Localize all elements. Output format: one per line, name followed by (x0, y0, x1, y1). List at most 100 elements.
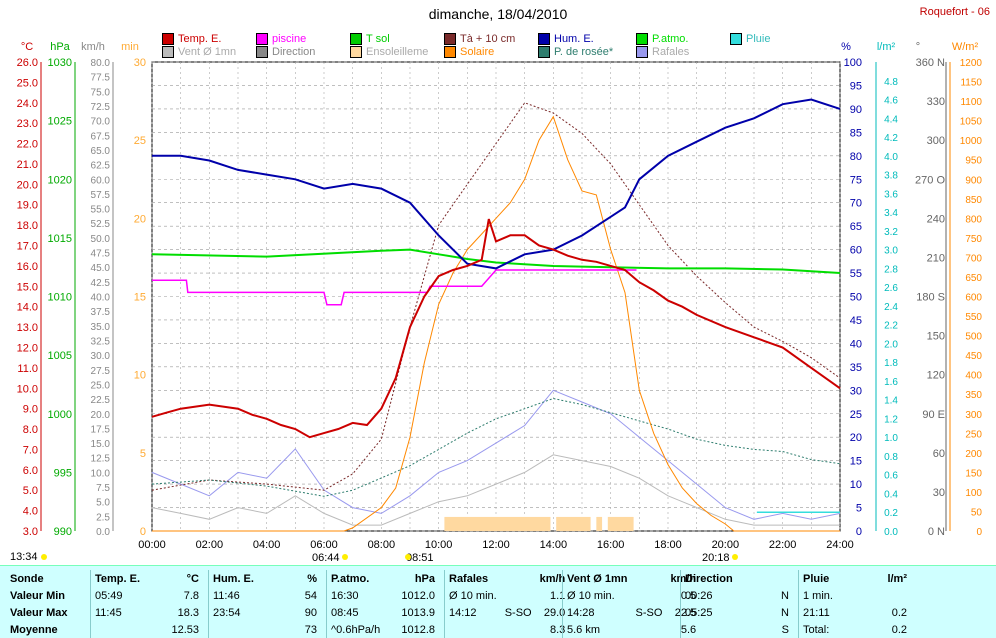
wind-tick-label: 2.5 (96, 512, 110, 523)
solar-tick-label: 100 (965, 488, 982, 499)
press-min-val: 1012.0 (401, 589, 435, 602)
solar-tick-label: 0 (976, 527, 982, 538)
wind-tick-label: 15.0 (91, 439, 111, 450)
summary-pluie: Pluie l/m² 1 min. 21:11 0.2 Total: 0.2 (798, 570, 911, 638)
press-tick-label: 1030 (48, 57, 72, 69)
temp-tick-label: 10.0 (17, 383, 38, 395)
legend-label: T sol (366, 33, 390, 45)
press-col-title: P.atmo. (331, 572, 370, 585)
vent-max-dir: S-SO (635, 606, 663, 619)
solar-tick-label: 500 (965, 332, 982, 343)
solar-tick-label: 1050 (960, 117, 983, 128)
press-tick-label: 1000 (48, 409, 72, 421)
dir-max-time: 05:25 (685, 606, 713, 619)
x-tick-label: 08:00 (368, 539, 396, 551)
temp-tick-label: 11.0 (17, 363, 38, 375)
solar-tick-label: 400 (965, 371, 982, 382)
wind-tick-label: 80.0 (91, 58, 111, 69)
legend-label: Direction (272, 46, 316, 58)
wind-tick-label: 62.5 (91, 161, 111, 172)
temp-tick-label: 3.0 (23, 526, 38, 538)
legend-label: Temp. E. (178, 33, 222, 45)
hum-col-unit: % (307, 572, 317, 585)
temp-tick-label: 6.0 (23, 465, 38, 477)
sunset-marker (732, 554, 738, 560)
dir-avg-note (681, 621, 768, 638)
sunshine-block (556, 516, 591, 531)
temp-tick-label: 14.0 (17, 302, 38, 314)
temp-max-val: 18.3 (177, 606, 199, 619)
press-max-time: 08:45 (331, 606, 359, 619)
x-tick-label: 20:00 (712, 539, 740, 551)
wind-tick-label: 42.5 (91, 278, 111, 289)
legend-item: Solaire (444, 46, 494, 59)
solar-tick-label: 150 (965, 468, 982, 479)
min-tick-label: 20 (134, 213, 146, 225)
sunshine-block (607, 516, 634, 531)
legend-item: Ensoleilleme (350, 46, 428, 59)
temp-max-time: 11:45 (95, 606, 122, 619)
solar-tick-label: 750 (965, 234, 982, 245)
temp-avg-note (91, 621, 158, 638)
rain-tick-label: 2.0 (884, 339, 898, 350)
legend-item: Vent Ø 1mn (162, 46, 237, 59)
rafales-min-label: Ø 10 min. (449, 589, 497, 602)
solarnoon-marker (405, 554, 411, 560)
pluie-total-label: Total: (803, 623, 830, 636)
vent-col-unit: km/h (670, 572, 697, 585)
press-trend: ^0.6hPa/h (331, 623, 381, 636)
dir-tick-label: 0 N (928, 526, 945, 538)
solar-tick-label: 950 (965, 156, 982, 167)
rain-tick-label: 2.4 (884, 302, 898, 313)
sunshine-block (444, 516, 551, 531)
wind-tick-label: 35.0 (91, 322, 111, 333)
solar-tick-label: 900 (965, 175, 982, 186)
dir-min-val: N (781, 589, 789, 602)
series-line-rafales (151, 389, 841, 520)
hum-max-time: 23:54 (213, 606, 241, 619)
min-tick-label: 15 (134, 292, 146, 304)
legend-label: Vent Ø 1mn (178, 46, 237, 58)
rain-tick-label: 1.2 (884, 414, 898, 425)
temp-tick-label: 16.0 (17, 261, 38, 273)
hum-tick-label: 20 (850, 432, 862, 444)
legend-label: piscine (272, 33, 307, 45)
axis-header-wind: km/h (81, 41, 105, 53)
dir-tick-label: 360 N (916, 57, 945, 69)
sunshine-block (596, 516, 603, 531)
dir-tick-label: 240 (927, 213, 945, 225)
dir-max-val: N (781, 606, 789, 619)
rain-tick-label: 0.8 (884, 452, 898, 463)
legend-item: Hum. E. (538, 33, 594, 46)
rafales-max-dir: S-SO (504, 606, 532, 619)
wind-tick-label: 20.0 (91, 410, 111, 421)
solar-tick-label: 50 (971, 507, 983, 518)
rain-tick-label: 3.2 (884, 227, 898, 238)
temp-tick-label: 7.0 (23, 444, 38, 456)
series-line-solaire (152, 115, 840, 532)
temp-avg-val: 12.53 (171, 623, 199, 636)
legend-label: Pluie (746, 33, 771, 45)
pluie-col-unit: l/m² (887, 572, 907, 585)
summary-vent: Vent Ø 1mn km/h Ø 10 min. 0.5 14:28 S-SO 22.… (562, 570, 696, 638)
hum-tick-label: 0 (856, 526, 862, 538)
hum-tick-label: 40 (850, 338, 862, 350)
wind-tick-label: 40.0 (91, 293, 111, 304)
rafales-min-val: 1.1 (549, 589, 566, 602)
temp-tick-label: 4.0 (23, 506, 38, 518)
row-max-label: Valeur Max (10, 606, 68, 619)
dir-tick-label: 330 (927, 96, 945, 108)
hum-tick-label: 25 (850, 409, 862, 421)
x-tick-label: 18:00 (654, 539, 682, 551)
summary-direction: Direction 00:26 N 05:25 N S (680, 570, 793, 638)
wind-tick-label: 50.0 (91, 234, 111, 245)
x-tick-label: 00:00 (138, 539, 166, 551)
solar-tick-label: 800 (965, 214, 982, 225)
rafales-max-time: 14:12 (449, 606, 477, 619)
temp-min-time: 05:49 (95, 589, 123, 602)
sonde-title: Sonde (10, 572, 44, 585)
rafales-col-unit: km/h (539, 572, 566, 585)
x-tick-label: 12:00 (482, 539, 510, 551)
wind-tick-label: 45.0 (91, 263, 111, 274)
press-tick-label: 1005 (48, 350, 72, 362)
